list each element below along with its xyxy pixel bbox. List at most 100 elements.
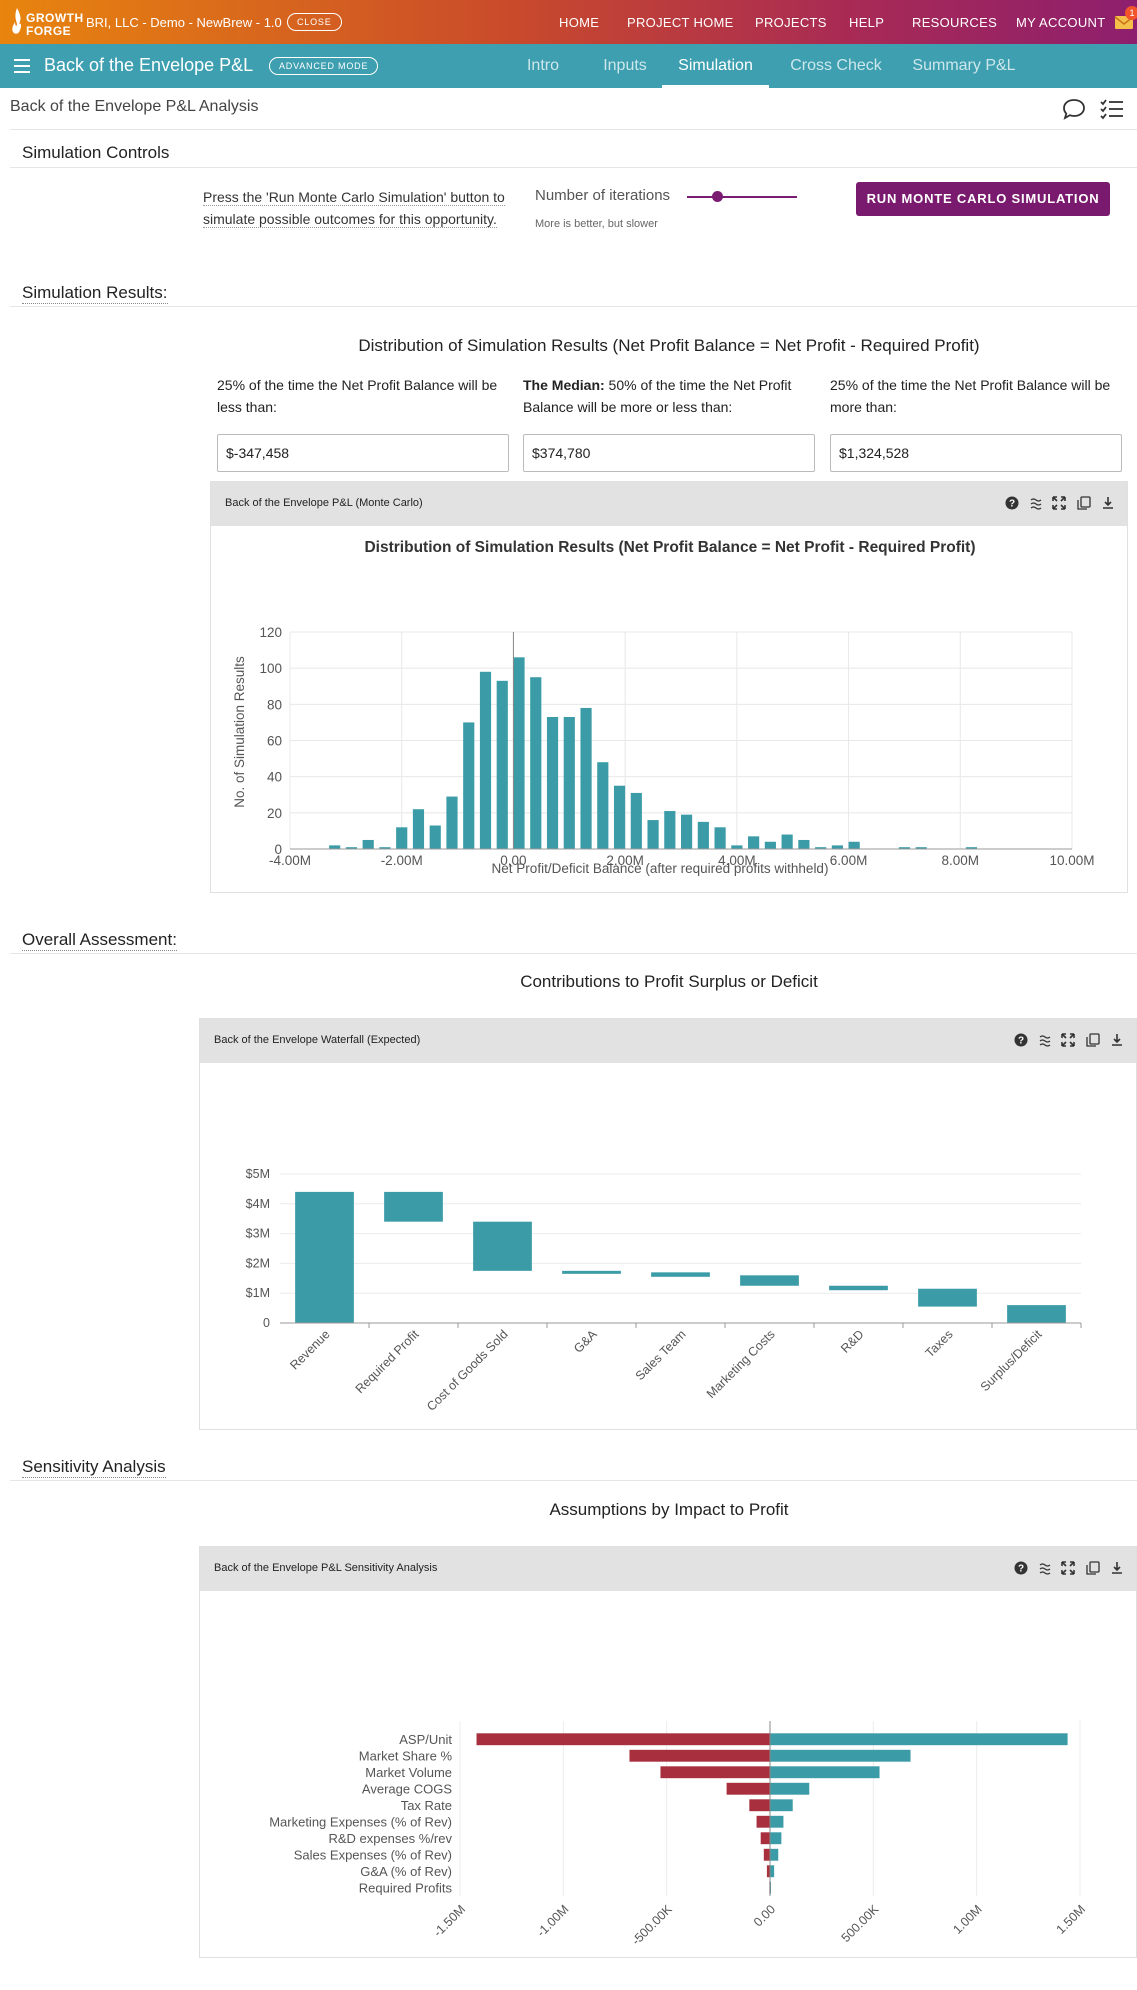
y-axis-label: No. of Simulation Results	[232, 656, 247, 808]
y-tick-label: $3M	[246, 1227, 270, 1241]
waterfall-panel: Back of the Envelope Waterfall (Expected…	[199, 1018, 1137, 1430]
panel-title: Back of the Envelope P&L (Monte Carlo)	[225, 497, 423, 509]
run-monte-carlo-button[interactable]: RUN MONTE CARLO SIMULATION	[856, 182, 1110, 216]
close-project-button[interactable]: CLOSE	[287, 13, 342, 31]
y-tick-label: $4M	[246, 1197, 270, 1211]
tab-simulation[interactable]: Simulation	[662, 44, 769, 88]
approx-icon[interactable]	[1039, 1033, 1051, 1047]
advanced-mode-badge[interactable]: ADVANCED MODE	[269, 57, 379, 75]
nav-resources[interactable]: RESOURCES	[912, 15, 998, 30]
help-icon[interactable]: ?	[1014, 1033, 1028, 1047]
histogram-bar	[764, 841, 776, 849]
nav-project-home[interactable]: PROJECT HOME	[627, 15, 734, 30]
high-quartile-value: $1,324,528	[830, 434, 1122, 472]
slider-track[interactable]	[687, 196, 797, 198]
monte-carlo-panel: Back of the Envelope P&L (Monte Carlo) ?…	[210, 481, 1128, 893]
tornado-bar-low	[756, 1815, 770, 1828]
fullscreen-icon[interactable]	[1061, 1033, 1075, 1047]
copy-icon[interactable]	[1076, 496, 1091, 510]
x-tick-label: -2.00M	[381, 853, 423, 868]
tab-intro[interactable]: Intro	[526, 57, 559, 74]
section-divider	[10, 306, 1137, 307]
x-tick-label: Sales Team	[633, 1327, 689, 1383]
category-label: R&D expenses %/rev	[328, 1831, 452, 1846]
tornado-bar-high	[770, 1848, 779, 1861]
x-tick-label: -500.00K	[629, 1902, 675, 1948]
histogram-bar	[345, 847, 358, 849]
histogram-bar	[681, 814, 693, 849]
hamburger-menu-icon[interactable]	[14, 59, 30, 73]
nav-projects[interactable]: PROJECTS	[755, 15, 827, 30]
histogram-bar	[848, 841, 860, 849]
panel-title: Back of the Envelope P&L Sensitivity Ana…	[214, 1562, 438, 1574]
tab-cross-check[interactable]: Cross Check	[790, 57, 882, 74]
nav-home[interactable]: HOME	[559, 15, 600, 30]
nav-my-account[interactable]: MY ACCOUNT	[1016, 15, 1106, 30]
chart-title: Distribution of Simulation Results (Net …	[364, 539, 975, 556]
histogram-bar	[630, 792, 642, 849]
section-title-simulation-controls: Simulation Controls	[22, 143, 170, 162]
y-tick-label: $2M	[246, 1256, 270, 1270]
help-icon[interactable]: ?	[1005, 496, 1019, 510]
tornado-bar-high	[770, 1733, 1068, 1746]
help-icon[interactable]: ?	[1014, 1561, 1028, 1575]
histogram-bar	[329, 845, 341, 849]
waterfall-heading: Contributions to Profit Surplus or Defic…	[520, 972, 818, 991]
tab-inputs[interactable]: Inputs	[603, 57, 647, 74]
fullscreen-icon[interactable]	[1052, 496, 1066, 510]
instructions-text: Press the 'Run Monte Carlo Simulation' b…	[203, 189, 505, 228]
histogram-bar	[781, 834, 793, 849]
x-tick-label: Required Profit	[353, 1327, 422, 1396]
download-icon[interactable]	[1110, 1033, 1124, 1047]
tornado-bar-high	[770, 1865, 775, 1878]
category-label: Average COGS	[362, 1781, 452, 1796]
panel-toolbar: ?	[1008, 1561, 1124, 1577]
histogram-chart: Distribution of Simulation Results (Net …	[232, 539, 1095, 876]
download-icon[interactable]	[1110, 1561, 1124, 1575]
x-tick-label: 0.00	[751, 1902, 778, 1929]
fullscreen-icon[interactable]	[1061, 1561, 1075, 1575]
histogram-bar	[664, 811, 676, 849]
copy-icon[interactable]	[1085, 1033, 1100, 1047]
histogram-bar	[731, 845, 743, 849]
top-bar: GROWTH FORGE BRI, LLC - Demo - NewBrew -…	[0, 0, 1137, 44]
nav-help[interactable]: HELP	[849, 15, 885, 30]
x-tick-label: R&D	[838, 1327, 867, 1356]
x-tick-label: 2.00M	[606, 853, 644, 868]
approx-icon[interactable]	[1030, 496, 1042, 510]
section-title-overall-assessment: Overall Assessment:	[22, 930, 177, 951]
x-tick-label: -1.50M	[431, 1902, 468, 1939]
download-icon[interactable]	[1101, 496, 1115, 510]
copy-icon[interactable]	[1085, 1561, 1100, 1575]
waterfall-bar	[473, 1221, 532, 1271]
organization-project-label: BRI, LLC - Demo - NewBrew - 1.0	[86, 15, 282, 30]
chart-axes: 0 20 40 60 80 100 120 -4.00M -2.00M 0.00 2.00M 4.00…	[259, 625, 1094, 868]
slider-thumb[interactable]	[711, 191, 723, 202]
tornado-bar-low	[629, 1749, 770, 1762]
histogram-bar	[798, 839, 810, 849]
sensitivity-panel: Back of the Envelope P&L Sensitivity Ana…	[199, 1546, 1137, 1958]
tab-summary-pl[interactable]: Summary P&L	[912, 57, 1016, 74]
tornado-bar-high	[770, 1832, 782, 1845]
x-tick-label: 10.00M	[1049, 853, 1094, 868]
growth-forge-logo[interactable]: GROWTH FORGE	[12, 8, 83, 38]
approx-icon[interactable]	[1039, 1561, 1051, 1575]
waterfall-bar	[918, 1288, 977, 1307]
histogram-bar	[714, 827, 726, 849]
x-tick-label: 8.00M	[942, 853, 980, 868]
x-tick-label: -1.00M	[534, 1902, 571, 1939]
x-tick-label: Marketing Costs	[704, 1327, 778, 1401]
app-bar: Back of the Envelope P&L ADVANCED MODE I…	[0, 44, 1137, 88]
histogram-bar	[446, 796, 458, 849]
x-tick-label: Taxes	[923, 1327, 956, 1360]
tornado-bar-low	[760, 1832, 770, 1845]
flame-icon	[12, 8, 22, 34]
app-title: Back of the Envelope P&L	[44, 55, 254, 75]
comment-icon[interactable]	[1062, 98, 1086, 120]
chart-axes: -1.50M -1.00M -500.00K 0.00 500.00K 1.00M 1.50…	[269, 1721, 1088, 1948]
checklist-icon[interactable]	[1100, 98, 1124, 120]
x-tick-label: Revenue	[287, 1327, 332, 1372]
waterfall-bar	[740, 1275, 799, 1286]
logo-text-forge: FORGE	[26, 24, 72, 38]
iterations-slider[interactable]	[687, 190, 797, 204]
